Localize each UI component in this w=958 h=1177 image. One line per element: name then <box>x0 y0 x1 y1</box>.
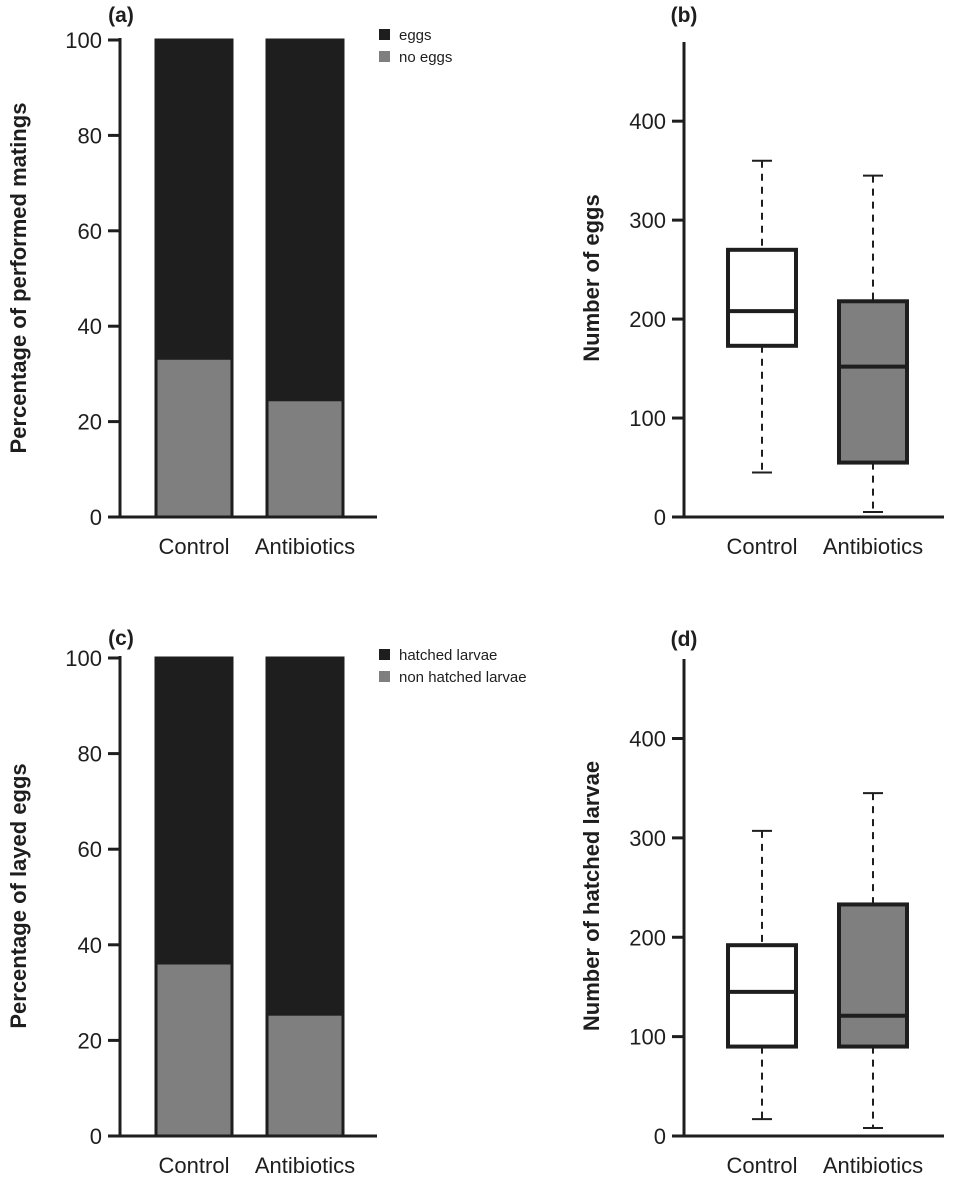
x-tick-label: Control <box>727 1153 798 1177</box>
y-tick-label: 80 <box>78 742 102 767</box>
panel-c: (c) Percentage of layed eggs 0 20 40 60 80 100 C… <box>6 627 527 1177</box>
y-tick-label: 40 <box>78 933 102 958</box>
bar-segment <box>154 656 234 965</box>
x-tick-label: Antibiotics <box>823 534 923 559</box>
panel-label: (b) <box>671 4 698 27</box>
legend-swatch <box>379 51 390 62</box>
y-tick-label: 20 <box>78 1028 102 1053</box>
panel-label: (d) <box>671 628 698 651</box>
y-tick-label: 300 <box>629 826 666 851</box>
x-tick-label: Antibiotics <box>255 1153 355 1177</box>
bar-segment <box>265 1012 345 1138</box>
legend-label: no eggs <box>399 49 452 66</box>
y-tick-label: 0 <box>654 1124 666 1149</box>
box <box>837 299 909 465</box>
box <box>726 943 798 1049</box>
y-tick-label: 0 <box>90 1124 102 1149</box>
y-tick-label: 100 <box>629 1025 666 1050</box>
y-axis-title: Percentage of layed eggs <box>6 763 31 1028</box>
y-tick-label: 80 <box>78 123 102 148</box>
x-tick-label: Antibiotics <box>255 534 355 559</box>
box <box>726 247 798 348</box>
x-tick-label: Control <box>159 1153 230 1177</box>
y-tick-label: 400 <box>629 727 666 752</box>
x-tick-label: Control <box>159 534 230 559</box>
bar-segment <box>265 656 345 1016</box>
y-tick-label: 400 <box>629 109 666 134</box>
legend-swatch <box>379 29 390 40</box>
x-tick-label: Control <box>727 534 798 559</box>
y-tick-label: 0 <box>90 505 102 530</box>
y-tick-label: 40 <box>78 314 102 339</box>
bar-segment <box>154 38 234 360</box>
bar-segment <box>265 38 345 402</box>
y-tick-label: 300 <box>629 208 666 233</box>
box <box>837 902 909 1049</box>
y-tick-label: 0 <box>654 505 666 530</box>
y-tick-label: 200 <box>629 307 666 332</box>
panel-b: (b) Number of eggs 0 100 200 300 400 Control Ant… <box>579 4 944 559</box>
panel-a: (a) Percentage of performed matings 0 20 40 6… <box>6 4 452 559</box>
panel-d: (d) Number of hatched larvae 0 100 200 300 400… <box>579 628 944 1177</box>
legend-label: hatched larvae <box>399 647 497 664</box>
y-tick-label: 200 <box>629 925 666 950</box>
legend-label: non hatched larvae <box>399 669 527 686</box>
legend-swatch <box>379 671 390 682</box>
y-tick-label: 100 <box>65 646 102 671</box>
y-tick-label: 100 <box>629 406 666 431</box>
y-axis-title: Number of eggs <box>579 194 604 361</box>
bar-segment <box>265 398 345 519</box>
bar-segment <box>154 356 234 519</box>
legend-swatch <box>379 649 390 660</box>
y-axis-title: Number of hatched larvae <box>579 761 604 1031</box>
panel-label: (a) <box>108 4 134 27</box>
bar-segment <box>154 961 234 1138</box>
y-tick-label: 20 <box>78 410 102 435</box>
y-axis-title: Percentage of performed matings <box>6 103 31 454</box>
y-tick-label: 100 <box>65 28 102 53</box>
legend-label: eggs <box>399 27 432 44</box>
y-tick-label: 60 <box>78 219 102 244</box>
y-tick-label: 60 <box>78 837 102 862</box>
panel-label: (c) <box>108 627 134 650</box>
x-tick-label: Antibiotics <box>823 1153 923 1177</box>
